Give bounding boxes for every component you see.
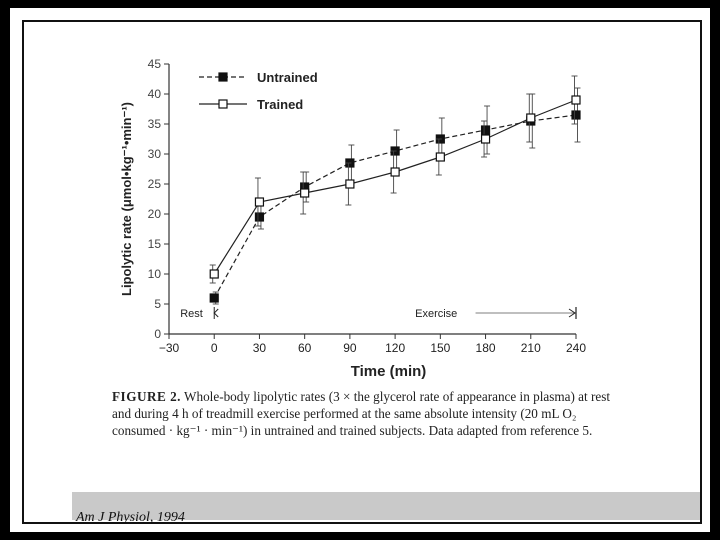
legend-label: Trained bbox=[257, 97, 303, 112]
y-tick-label: 45 bbox=[148, 57, 162, 71]
caption-text: Whole-body lipolytic rates (3 × the glyc… bbox=[112, 389, 611, 438]
data-point-untrained bbox=[209, 293, 219, 303]
slide-frame: −30 0 30 60 90 120 150 180 210 240 0 5 10 15 20 25 30 35 4… bbox=[22, 20, 702, 525]
y-tick-label: 30 bbox=[148, 147, 162, 161]
x-tick-label: 150 bbox=[430, 341, 450, 355]
data-point-trained bbox=[571, 95, 581, 105]
data-point-untrained bbox=[254, 212, 265, 222]
legend-marker bbox=[218, 72, 228, 82]
y-tick-label: 5 bbox=[154, 297, 161, 311]
data-point-trained bbox=[209, 269, 219, 279]
rest-arrow bbox=[213, 308, 219, 318]
data-point-untrained bbox=[571, 110, 581, 120]
x-tick-label: 180 bbox=[476, 341, 496, 355]
data-point-trained bbox=[435, 152, 445, 162]
lipolytic-rate-chart: −30 0 30 60 90 120 150 180 210 240051015202530354… bbox=[119, 57, 586, 380]
series-line-trained bbox=[213, 99, 577, 275]
y-tick-label: 0 bbox=[154, 327, 161, 341]
figure-label: FIGURE 2. bbox=[112, 389, 181, 404]
data-point-trained bbox=[390, 167, 400, 177]
x-tick-label: 90 bbox=[343, 341, 357, 355]
data-point-trained bbox=[480, 134, 491, 144]
exercise-label: Exercise bbox=[415, 308, 457, 320]
data-point-trained bbox=[345, 179, 355, 189]
exercise-arrowhead bbox=[568, 308, 576, 318]
y-tick-label: 10 bbox=[148, 267, 162, 281]
y-tick-label: 40 bbox=[148, 87, 162, 101]
legend-marker bbox=[218, 99, 228, 109]
legend-label: Untrained bbox=[257, 70, 318, 85]
footer-bar bbox=[72, 492, 700, 520]
figure-caption: FIGURE 2. Whole-body lipolytic rates (3 … bbox=[112, 388, 632, 439]
y-tick-label: 25 bbox=[148, 177, 162, 191]
x-axis-label: Time (min) bbox=[351, 363, 427, 380]
data-point-trained bbox=[300, 188, 310, 198]
x-tick-label: −30 bbox=[159, 341, 180, 355]
x-tick-label: 120 bbox=[385, 341, 405, 355]
y-tick-label: 15 bbox=[148, 237, 162, 251]
series-line-untrained bbox=[213, 114, 577, 299]
x-tick-label: 0 bbox=[211, 341, 218, 355]
x-tick-label: 30 bbox=[253, 341, 267, 355]
y-axis-label: Lipolytic rate (μmol•kg⁻¹•min⁻¹) bbox=[119, 102, 134, 296]
data-point-untrained bbox=[480, 125, 491, 135]
x-tick-label: 60 bbox=[298, 341, 312, 355]
y-tick-label: 35 bbox=[148, 117, 162, 131]
data-point-trained bbox=[526, 113, 536, 123]
slide: −30 0 30 60 90 120 150 180 210 240 0 5 10 15 20 25 30 35 4… bbox=[10, 8, 710, 532]
rest-label: Rest bbox=[180, 308, 203, 320]
x-tick-label: 240 bbox=[566, 341, 586, 355]
data-point-trained bbox=[254, 197, 265, 207]
citation: Am J Physiol, 1994 bbox=[76, 510, 185, 525]
x-tick-label: 210 bbox=[521, 341, 541, 355]
y-tick-label: 20 bbox=[148, 207, 162, 221]
